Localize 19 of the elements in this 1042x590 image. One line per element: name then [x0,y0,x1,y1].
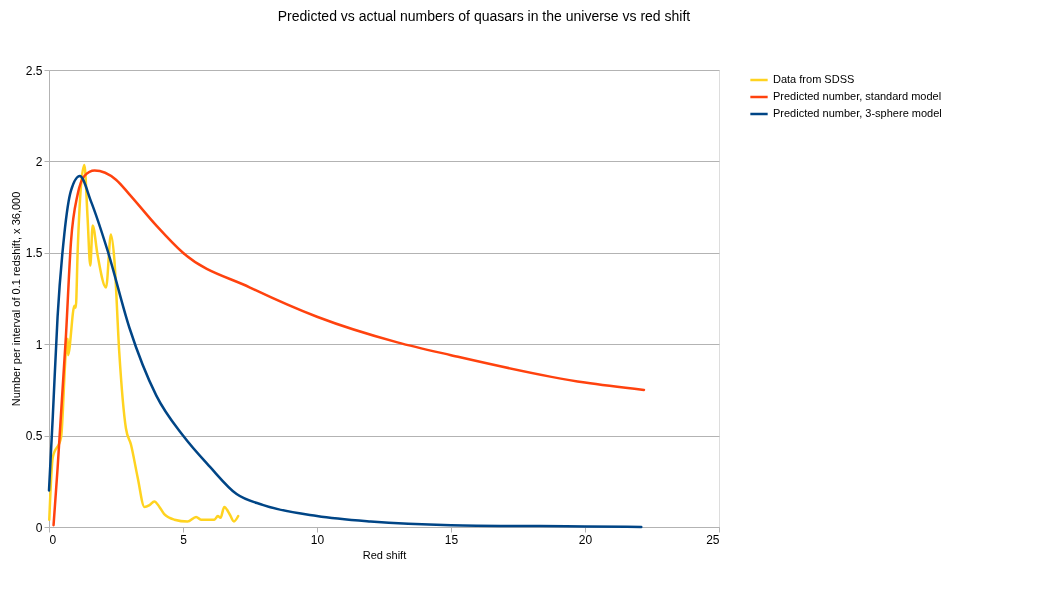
y-tick-label: 2 [35,154,43,169]
y-tick-label: 0 [35,520,43,535]
y-tick-label: 1.5 [25,246,43,261]
y-tick-label: 2.5 [25,63,43,78]
legend-label: Predicted number, standard model [773,90,942,102]
x-tick-label: 10 [310,532,325,547]
y-tick-label: 1 [35,337,43,352]
legend-label: Data from SDSS [773,73,855,85]
legend-label: Predicted number, 3-sphere model [773,107,942,119]
x-tick-label: 25 [706,532,720,547]
x-tick-label: 20 [578,532,593,547]
x-axis-title: Red shift [362,548,407,561]
x-tick-label: 15 [444,532,459,547]
y-axis-title: Number per interval of 0.1 redshift, x 36,000 [9,191,22,407]
x-tick-label: 0 [49,532,57,547]
y-tick-label: 0.5 [25,429,43,444]
line-series [48,163,240,523]
x-tick-label: 5 [180,532,188,547]
chart-title: Predicted vs actual numbers of quasars in the universe vs red shift [277,8,691,24]
